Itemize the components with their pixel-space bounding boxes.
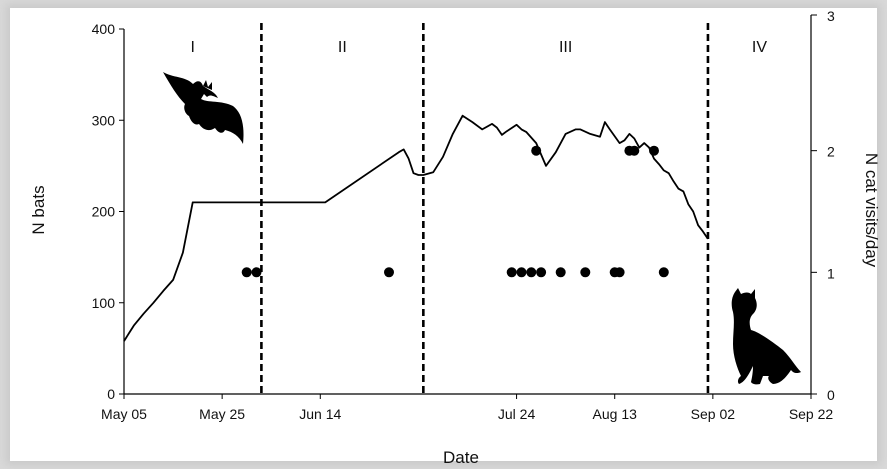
cat-visit-point (251, 267, 262, 278)
x-tick-label: Sep 22 (789, 406, 834, 422)
cat-visit-point (531, 145, 542, 156)
cat-visit-point (555, 267, 566, 278)
y2-tick-label: 1 (827, 265, 835, 281)
bat-count-series (123, 114, 709, 342)
cat-visit-point (506, 267, 517, 278)
y2-tick-label: 2 (827, 144, 835, 160)
cat-visit-point (384, 267, 394, 278)
cat-visit-point (580, 267, 591, 278)
y-tick-label: 200 (92, 204, 116, 220)
bat-silhouette-icon (163, 72, 244, 144)
bat-count-line (123, 114, 709, 342)
period-boundaries (260, 23, 710, 394)
x-tick-label: Jul 24 (498, 406, 536, 422)
chart-frame (10, 8, 877, 461)
period-label-I: I (190, 39, 194, 56)
x-axis-title: Date (443, 448, 479, 467)
y2-axis-title: N cat visits/day (862, 153, 881, 268)
y-tick-label: 0 (107, 386, 115, 402)
period-labels: I II III IV (190, 39, 767, 56)
cat-visit-point (536, 267, 547, 278)
x-tick-label: Aug 13 (593, 406, 638, 422)
axes: 0 100 200 300 400 0 1 2 3 May 05 May 25 Jun 14 Jul 2… (92, 8, 835, 422)
y-tick-label: 100 (92, 295, 116, 311)
period-label-III: III (559, 39, 572, 56)
y2-tick-label: 0 (827, 387, 835, 403)
cat-visit-point (526, 267, 537, 278)
y2-tick-label: 3 (827, 8, 835, 24)
x-tick-label: May 05 (101, 406, 147, 422)
cat-visits-series (241, 145, 669, 278)
y-tick-label: 300 (92, 112, 116, 128)
cat-visit-point (614, 267, 625, 278)
y-tick-label: 400 (92, 21, 116, 37)
cat-silhouette-icon (731, 288, 801, 385)
x-tick-label: Jun 14 (299, 406, 341, 422)
cat-visit-point (241, 267, 252, 278)
cat-visit-point (658, 267, 669, 278)
x-tick-label: May 25 (199, 406, 245, 422)
cat-visit-point (649, 145, 659, 156)
cat-visit-point (516, 267, 527, 278)
period-label-IV: IV (752, 39, 767, 56)
period-label-II: II (338, 39, 347, 56)
cat-visit-point (629, 145, 640, 156)
x-tick-label: Sep 02 (691, 406, 736, 422)
y-axis-title: N bats (29, 185, 48, 234)
